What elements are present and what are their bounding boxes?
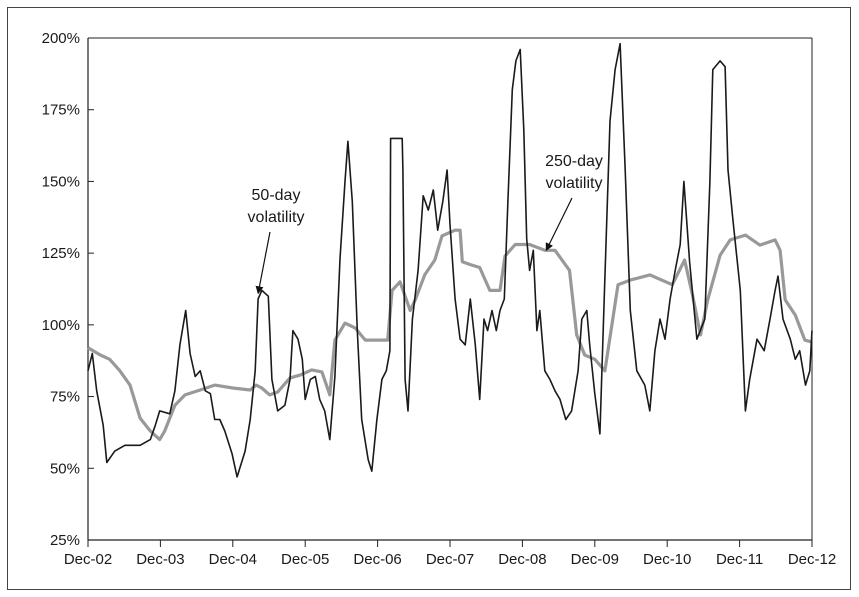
annotation-label: 250-day xyxy=(545,153,603,170)
series-group xyxy=(87,42,813,478)
x-tick-label: Dec-10 xyxy=(643,551,691,568)
x-tick-label: Dec-05 xyxy=(281,551,329,568)
y-tick-label: 75% xyxy=(50,389,80,406)
annotation-label: 50-day xyxy=(252,187,301,204)
annotation-label: volatility xyxy=(248,209,305,226)
y-tick-label: 50% xyxy=(50,460,80,477)
x-tick-label: Dec-07 xyxy=(426,551,474,568)
x-tick-label: Dec-06 xyxy=(353,551,401,568)
x-tick-label: Dec-03 xyxy=(136,551,184,568)
x-tick-label: Dec-04 xyxy=(209,551,257,568)
annotation-arrow xyxy=(255,231,271,295)
annotations: 50-day volatility 250-day volatility xyxy=(248,153,603,295)
annotation-label: volatility xyxy=(546,175,603,192)
series-line-50-day xyxy=(87,42,813,478)
x-tick-label: Dec-09 xyxy=(571,551,619,568)
x-tick-label: Dec-08 xyxy=(498,551,546,568)
y-tick-label: 175% xyxy=(42,102,80,119)
y-tick-label: 100% xyxy=(42,317,80,334)
y-tick-label: 25% xyxy=(50,532,80,549)
annotation-arrow xyxy=(545,197,573,252)
x-tick-label: Dec-12 xyxy=(788,551,836,568)
x-tick-label: Dec-11 xyxy=(716,551,763,568)
x-tick-label: Dec-02 xyxy=(64,551,112,568)
axes: 25% 50% 75% 100% 125% 150% 175% 200% Dec-02 Dec-0… xyxy=(42,30,837,568)
y-tick-label: 200% xyxy=(42,30,80,47)
chart-frame xyxy=(7,7,851,590)
y-tick-label: 150% xyxy=(42,173,80,190)
y-tick-label: 125% xyxy=(42,245,80,262)
